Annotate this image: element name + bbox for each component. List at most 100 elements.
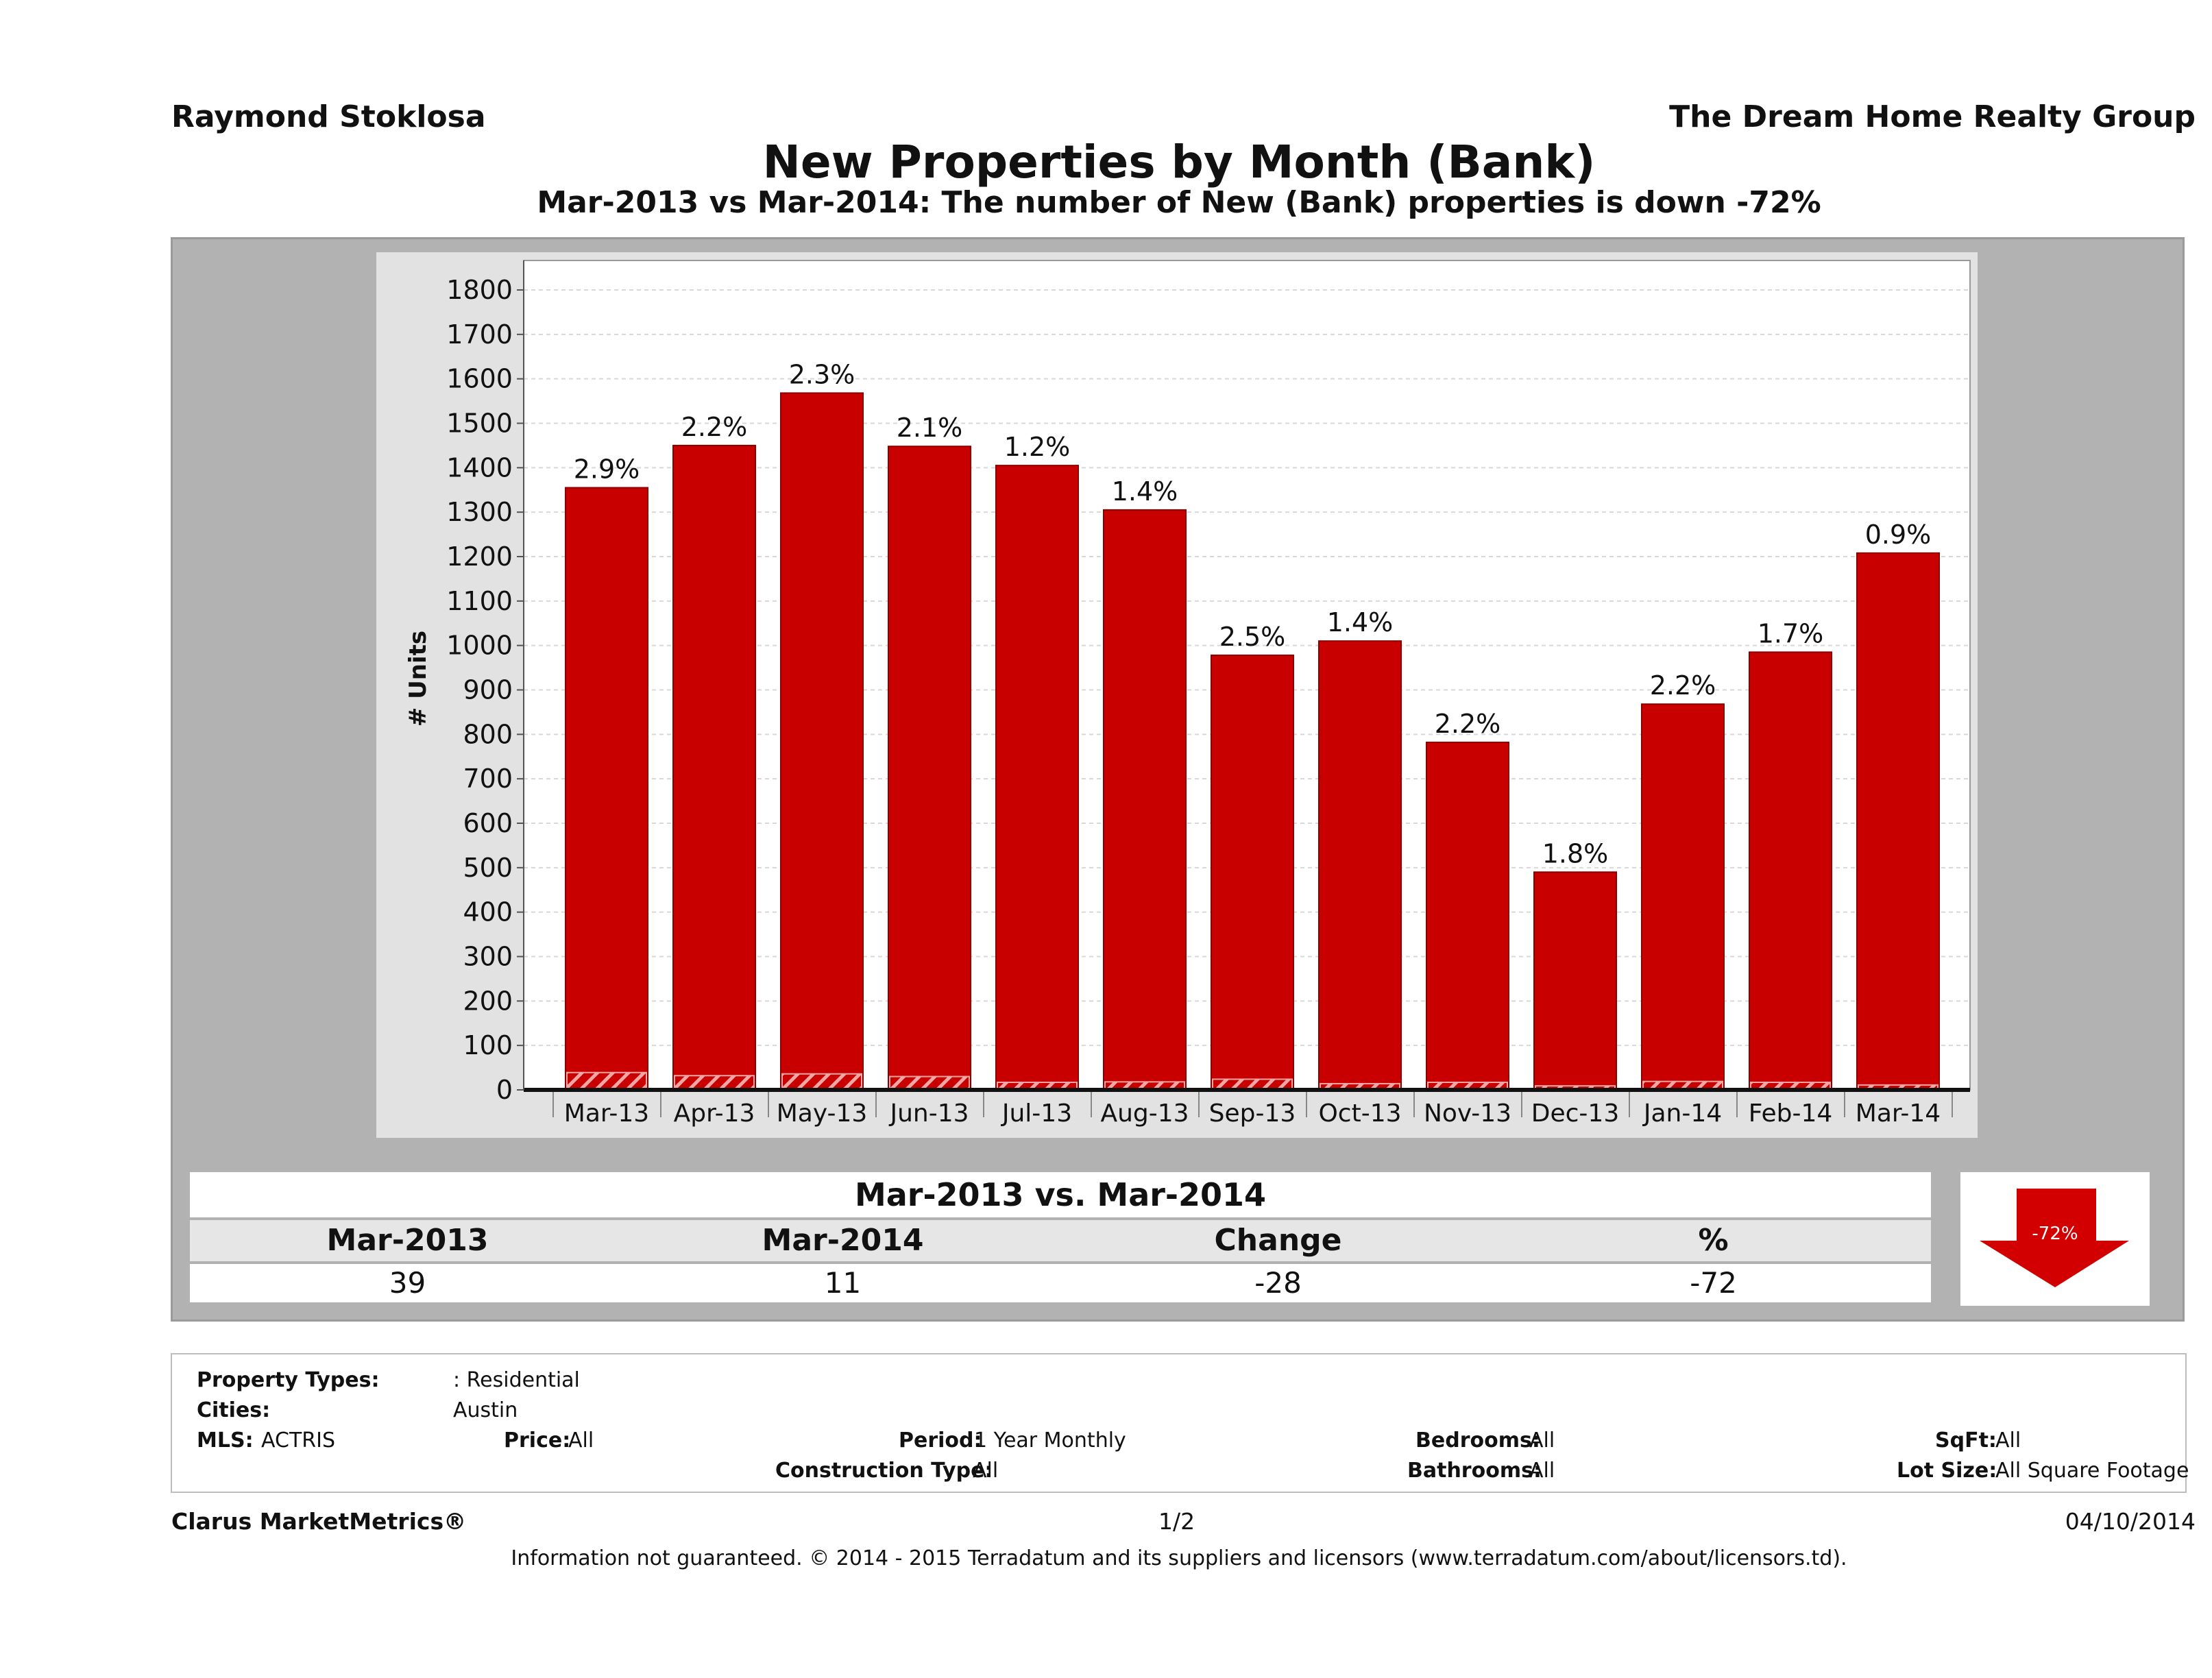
bar-total-dec-13 [1533, 871, 1617, 1091]
bedrooms-label: Bedrooms: [1415, 1428, 1540, 1452]
mls-value: ACTRIS [261, 1428, 336, 1452]
y-tick-label: 600 [463, 808, 513, 838]
bar-bank-mar-13 [566, 1071, 647, 1091]
bar-total-may-13 [780, 392, 864, 1091]
x-tick-label: Sep-13 [1209, 1099, 1296, 1128]
y-axis-label: # Units [404, 631, 432, 727]
value-mar-2013: 39 [389, 1266, 426, 1300]
y-tick-label: 100 [463, 1030, 513, 1060]
y-tick-label: 200 [463, 986, 513, 1016]
report-subtitle: Mar-2013 vs Mar-2014: The number of New … [537, 185, 1821, 220]
property-types-label: Property Types: [197, 1368, 380, 1392]
bar-total-nov-13 [1426, 742, 1509, 1091]
bar-total-jul-13 [995, 465, 1079, 1091]
bar-total-oct-13 [1318, 640, 1402, 1091]
comparison-header-row: Mar-2013 Mar-2014 Change % [190, 1220, 1931, 1261]
cities-value: Austin [453, 1398, 518, 1422]
data-label: 1.7% [1758, 618, 1824, 648]
data-label: 2.2% [1650, 670, 1716, 701]
y-tick-label: 500 [463, 853, 513, 883]
sqft-label: SqFt: [1935, 1428, 1997, 1452]
y-tick-label: 1700 [446, 319, 513, 350]
y-tick-label: 1200 [446, 542, 513, 572]
comparison-table: Mar-2013 vs. Mar-2014 Mar-2013 Mar-2014 … [190, 1172, 1931, 1308]
criteria-box: Property Types: : Residential Cities: Au… [171, 1353, 2189, 1493]
data-label: 0.9% [1865, 520, 1932, 550]
price-label: Price: [504, 1428, 571, 1452]
construction-value: All [973, 1459, 999, 1483]
disclaimer: Information not guaranteed. © 2014 - 201… [511, 1546, 1847, 1570]
change-indicator: -72% [1960, 1172, 2150, 1306]
comparison-title: Mar-2013 vs. Mar-2014 [190, 1172, 1931, 1217]
y-tick-label: 1300 [446, 497, 513, 527]
x-tick-label: Mar-13 [564, 1099, 649, 1128]
bar-bank-may-13 [781, 1073, 862, 1091]
y-tick-label: 1800 [446, 275, 513, 305]
chart-frame: 2.9% 2.2% 2.3% 2.1% 1.2% 1.4% 2.5% 1.4% 2.2% 1.8%… [376, 252, 1978, 1138]
bar-total-apr-13 [672, 444, 756, 1091]
footer-brand: Clarus MarketMetrics® [171, 1508, 467, 1535]
data-label: 1.8% [1542, 838, 1609, 868]
data-label: 2.9% [574, 454, 640, 485]
y-tick-label: 1600 [446, 364, 513, 394]
x-tick-label: Jun-13 [888, 1099, 969, 1128]
header-mar-2013: Mar-2013 [326, 1223, 489, 1258]
data-label: 1.2% [1004, 432, 1071, 462]
sqft-value: All [1995, 1428, 2021, 1452]
y-tick-label: 300 [463, 942, 513, 972]
change-badge: -72% [2032, 1224, 2078, 1244]
y-tick-label: 800 [463, 719, 513, 749]
mls-label: MLS: [197, 1428, 254, 1452]
company-name: The Dream Home Realty Group [1669, 99, 2196, 134]
report-date: 04/10/2014 [2065, 1508, 2196, 1535]
agent-name: Raymond Stoklosa [171, 99, 486, 134]
header-percent: % [1698, 1223, 1729, 1258]
data-label: 2.1% [897, 413, 963, 443]
property-types-value: : Residential [453, 1368, 580, 1392]
comparison-value-row: 39 11 -28 -72 [190, 1264, 1931, 1302]
y-tick-label: 1400 [446, 452, 513, 483]
y-tick-label: 1500 [446, 409, 513, 439]
header-change: Change [1214, 1223, 1342, 1258]
y-tick-label: 700 [463, 764, 513, 794]
bedrooms-value: All [1529, 1428, 1555, 1452]
y-tick-label: 0 [496, 1075, 513, 1105]
y-tick-label: 1000 [446, 631, 513, 661]
x-tick-label: Apr-13 [674, 1099, 755, 1128]
x-tick-label: Oct-13 [1318, 1099, 1401, 1128]
y-tick-label: 400 [463, 897, 513, 927]
bar-total-sep-13 [1211, 654, 1294, 1091]
bar-total-mar-14 [1856, 552, 1940, 1091]
bar-chart: 2.9% 2.2% 2.3% 2.1% 1.2% 1.4% 2.5% 1.4% 2.2% 1.8%… [404, 260, 1971, 1128]
data-label: 1.4% [1327, 607, 1394, 637]
header-mar-2014: Mar-2014 [762, 1223, 924, 1258]
data-label: 2.2% [681, 412, 748, 442]
lot-size-value: All Square Footage [1995, 1459, 2189, 1483]
bar-bank-apr-13 [674, 1075, 755, 1091]
cities-label: Cities: [197, 1398, 271, 1422]
x-tick-label: Nov-13 [1424, 1099, 1511, 1128]
value-mar-2014: 11 [824, 1266, 862, 1300]
price-value: All [568, 1428, 594, 1452]
value-percent: -72 [1690, 1266, 1737, 1300]
bar-total-mar-13 [565, 487, 648, 1091]
data-label: 1.4% [1112, 476, 1178, 507]
x-tick-label: Dec-13 [1531, 1099, 1619, 1128]
data-label: 2.5% [1219, 622, 1286, 652]
x-tick-label: Aug-13 [1100, 1099, 1189, 1128]
x-tick-label: May-13 [777, 1099, 868, 1128]
bathrooms-value: All [1529, 1459, 1555, 1483]
bar-total-aug-13 [1103, 509, 1187, 1091]
x-tick-label: Mar-14 [1856, 1099, 1941, 1128]
page-number: 1/2 [1158, 1508, 1195, 1535]
bar-total-jan-14 [1641, 703, 1725, 1091]
period-value: 1 Year Monthly [974, 1428, 1126, 1452]
lot-size-label: Lot Size: [1897, 1459, 1997, 1483]
down-arrow-icon [1980, 1189, 2129, 1287]
value-change: -28 [1254, 1266, 1302, 1300]
bar-total-feb-14 [1749, 651, 1832, 1091]
y-tick-label: 900 [463, 675, 513, 705]
data-label: 2.3% [789, 359, 855, 389]
data-label: 2.2% [1435, 709, 1501, 739]
bar-total-jun-13 [888, 446, 971, 1091]
